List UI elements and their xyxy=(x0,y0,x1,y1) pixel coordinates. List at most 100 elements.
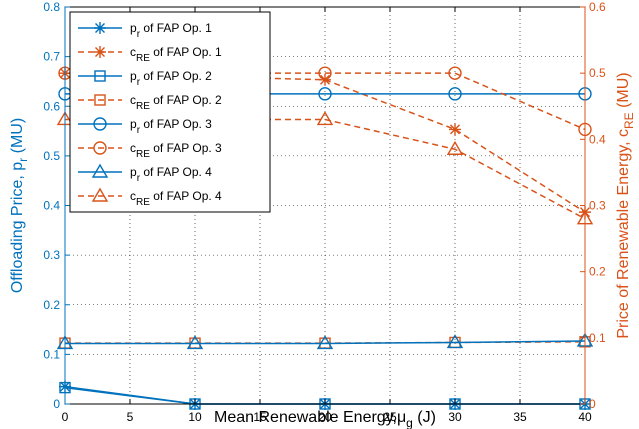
left-tick-label: 0.3 xyxy=(43,248,60,262)
x-axis-label: Mean Renewable Energy,μg (J) xyxy=(214,409,436,429)
x-tick-label: 35 xyxy=(513,410,527,424)
legend-symbol: p xyxy=(130,165,137,179)
data-point-circle xyxy=(448,66,462,80)
right-tick-label: 0.4 xyxy=(589,132,606,146)
x-tick-label: 10 xyxy=(188,410,202,424)
left-axis-label-text: Offloading Price, p xyxy=(9,162,26,293)
legend-entry-1: pr of FAP Op. 1 xyxy=(78,21,212,40)
right-tick-label: 0 xyxy=(589,397,596,411)
legend-marker-circle xyxy=(93,141,107,155)
x-tick-label: 20 xyxy=(318,410,332,424)
right-axis-label-text: Price of Renewable Energy, c xyxy=(615,129,632,339)
x-tick-label: 15 xyxy=(253,410,267,424)
legend-entry-3: pr of FAP Op. 2 xyxy=(78,69,212,88)
left-tick-label: 0.5 xyxy=(43,149,60,163)
left-tick-label: 0.2 xyxy=(43,298,60,312)
right-tick-label: 0.3 xyxy=(589,199,606,213)
data-point-triangle xyxy=(186,335,204,350)
legend-entry-7: pr of FAP Op. 4 xyxy=(78,163,212,184)
legend-marker-square xyxy=(94,94,106,106)
legend-symbol: p xyxy=(130,21,137,35)
legend-subscript: r xyxy=(137,125,141,136)
legend-text: of FAP Op. 3 xyxy=(140,117,212,131)
legend-label: pr of FAP Op. 3 xyxy=(130,117,212,136)
x-axis-label-unit: (J) xyxy=(413,409,436,426)
tick-layer: 0 5 10 15 20 25 30 35 4000.10.20.30.40.50.60.70.… xyxy=(43,0,606,424)
left-axis-label-subscript: r xyxy=(16,158,30,162)
x-tick-label: 25 xyxy=(383,410,397,424)
grid-lines xyxy=(65,7,585,404)
left-tick-label: 0.7 xyxy=(43,50,60,64)
legend-text: of FAP Op. 2 xyxy=(140,69,212,83)
right-axis-label-unit: (MU) xyxy=(615,72,632,112)
x-axis-label-text: Mean Renewable Energy, xyxy=(214,409,397,426)
axis-labels: Mean Renewable Energy,μg (J) Offloading P… xyxy=(9,72,636,429)
data-point-star xyxy=(449,123,461,136)
right-tick-label: 0.2 xyxy=(589,265,606,279)
data-point-circle xyxy=(448,87,462,101)
right-axis-label-subscript: RE xyxy=(622,112,636,129)
data-point-triangle xyxy=(446,140,464,155)
legend-label: pr of FAP Op. 2 xyxy=(130,69,212,88)
data-point-triangle xyxy=(316,111,334,126)
legend-subscript: RE xyxy=(136,101,150,112)
x-tick-label: 0 xyxy=(62,410,69,424)
legend-text: of FAP Op. 4 xyxy=(150,189,222,203)
legend-entry-4: cRE of FAP Op. 2 xyxy=(78,93,222,112)
legend-marker-star xyxy=(94,22,106,34)
legend-marker-triangle xyxy=(91,163,109,178)
x-axis-label-symbol: μ xyxy=(397,409,406,426)
series-line xyxy=(65,72,586,131)
data-point-circle xyxy=(318,66,332,80)
legend-box xyxy=(69,11,271,213)
left-tick-label: 0.8 xyxy=(43,0,60,14)
legend-text: of FAP Op. 4 xyxy=(140,165,212,179)
left-axis-label-unit: (MU) xyxy=(9,118,26,158)
legend-entry-5: pr of FAP Op. 3 xyxy=(78,117,212,136)
legend-symbol: c xyxy=(130,93,136,107)
legend-subscript: RE xyxy=(136,53,150,64)
legend-entry-6: cRE of FAP Op. 3 xyxy=(78,141,222,160)
data-point-triangle xyxy=(446,334,464,349)
legend-label: cRE of FAP Op. 3 xyxy=(130,141,222,160)
legend-symbol: p xyxy=(130,69,137,83)
left-axis-label: Offloading Price, pr (MU) xyxy=(9,118,30,293)
left-tick-label: 0.1 xyxy=(43,347,60,361)
series-7 xyxy=(56,332,594,350)
legend-symbol: c xyxy=(130,141,136,155)
right-tick-label: 0.6 xyxy=(589,0,606,14)
data-point-triangle xyxy=(316,335,334,350)
legend-marker-square xyxy=(94,70,106,82)
legend-symbol: p xyxy=(130,117,137,131)
legend-subscript: r xyxy=(137,77,141,88)
legend-subscript: r xyxy=(137,173,141,184)
legend-label: pr of FAP Op. 1 xyxy=(130,21,212,40)
series-line xyxy=(65,340,586,345)
right-tick-label: 0.1 xyxy=(589,331,606,345)
left-tick-label: 0.6 xyxy=(43,99,60,113)
x-axis-label-subscript: g xyxy=(406,416,413,429)
series-line xyxy=(65,118,586,220)
x-tick-label: 30 xyxy=(448,410,462,424)
legend-subscript: RE xyxy=(136,149,150,160)
legend-label: cRE of FAP Op. 4 xyxy=(130,189,222,208)
legend-subscript: r xyxy=(137,29,141,40)
x-tick-label: 5 xyxy=(127,410,134,424)
left-tick-label: 0.4 xyxy=(43,199,60,213)
legend-label: cRE of FAP Op. 1 xyxy=(130,45,222,64)
legend-symbol: c xyxy=(130,45,136,59)
legend-entry-2: cRE of FAP Op. 1 xyxy=(78,45,222,64)
right-tick-label: 0.5 xyxy=(589,66,606,80)
data-point-circle xyxy=(318,87,332,101)
legend-text: of FAP Op. 1 xyxy=(140,21,212,35)
x-tick-label: 40 xyxy=(578,410,592,424)
legend-marker-triangle xyxy=(91,187,109,202)
legend-label: pr of FAP Op. 4 xyxy=(130,165,212,184)
legend-label: cRE of FAP Op. 2 xyxy=(130,93,222,112)
legend-subscript: RE xyxy=(136,197,150,208)
legend-marker-circle xyxy=(93,117,107,131)
left-tick-label: 0 xyxy=(53,397,60,411)
legend-symbol: c xyxy=(130,189,136,203)
